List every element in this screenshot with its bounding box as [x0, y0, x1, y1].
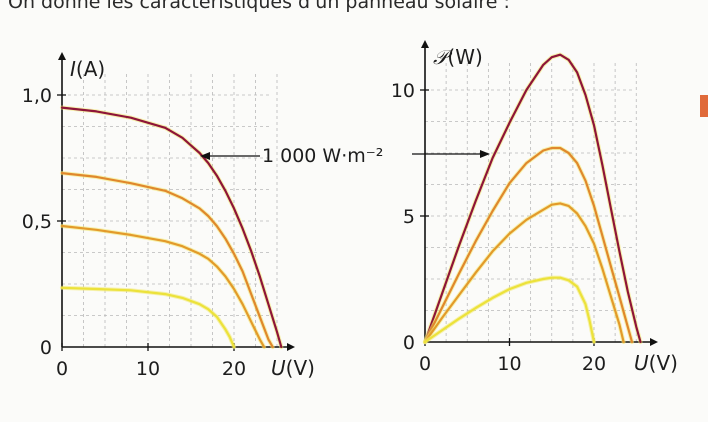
x-tick-label: 0	[56, 358, 68, 380]
x-axis-arrowhead	[287, 343, 295, 351]
series-line-4	[60, 286, 236, 349]
y-tick-label: 5	[403, 206, 415, 228]
series-line-4	[423, 276, 596, 344]
x-tick-label: 20	[222, 358, 246, 380]
x-tick-label: 0	[419, 353, 431, 375]
x-axis-label: U(V)	[634, 351, 678, 375]
x-tick-label: 20	[582, 353, 606, 375]
current-voltage-chart: 0 10 20 0 0,5 1,0 U(V) I(A)	[22, 52, 315, 380]
irradiance-label: 1 000 W·m⁻²	[262, 145, 383, 167]
series-line-1	[60, 106, 283, 349]
irradiance-annotation: 1 000 W·m⁻²	[200, 145, 490, 167]
x-axis-label: U(V)	[271, 356, 315, 380]
grid	[425, 60, 637, 342]
y-tick-label: 0	[40, 337, 52, 359]
series-line-2	[60, 172, 274, 349]
series-line-glow	[59, 171, 275, 350]
page-edge-marker	[700, 95, 708, 117]
y-axis-label: I(A)	[70, 57, 105, 81]
series-line-1	[423, 53, 642, 344]
power-voltage-chart: 0 10 20 0 5 10 U(V) 𝒫(W)	[391, 40, 678, 375]
y-axis-arrowhead	[58, 52, 66, 60]
series-line-3	[60, 224, 266, 349]
y-tick-label: 0	[403, 332, 415, 354]
series-line-glow	[59, 105, 284, 350]
series-line-glow	[422, 145, 635, 345]
y-tick-label: 1,0	[22, 85, 52, 107]
annotation-arrowhead-left	[200, 152, 210, 160]
y-axis-label: 𝒫(W)	[433, 45, 483, 69]
y-tick-label: 10	[391, 80, 415, 102]
x-tick-label: 10	[136, 358, 160, 380]
x-tick-label: 10	[497, 353, 521, 375]
series-line-3	[423, 202, 625, 344]
annotation-arrowhead-right	[480, 150, 490, 158]
x-axis-arrowhead	[650, 338, 658, 346]
series-line-2	[423, 146, 634, 344]
y-axis-arrowhead	[421, 40, 429, 48]
y-tick-label: 0,5	[22, 211, 52, 233]
heading-text: On donne les caractéristiques d'un panne…	[8, 0, 510, 13]
